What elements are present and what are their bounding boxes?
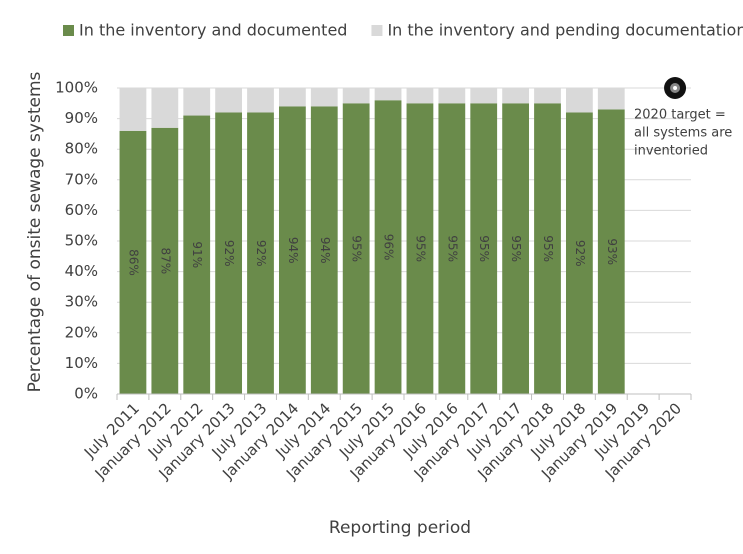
data-label: 86% (126, 249, 140, 276)
data-label: 96% (382, 234, 396, 261)
data-label: 95% (445, 235, 459, 262)
bar-segment (119, 88, 147, 131)
y-tick-label: 20% (65, 323, 98, 341)
legend-swatch (63, 25, 74, 36)
data-label: 92% (573, 240, 587, 267)
target-marker-core (673, 86, 678, 90)
data-label: 87% (158, 248, 172, 275)
bar-segment (438, 88, 466, 104)
y-tick-label: 30% (65, 293, 98, 311)
y-tick-label: 50% (65, 232, 98, 250)
legend-label: In the inventory and pending documentati… (387, 21, 743, 40)
x-axis-title: Reporting period (329, 518, 471, 538)
bar-segment (406, 88, 434, 104)
bar-segment (183, 115, 211, 394)
bar-segment (470, 103, 498, 395)
y-tick-label: 70% (65, 170, 98, 188)
data-label: 94% (318, 237, 332, 264)
bar-segment (215, 112, 243, 394)
y-tick-label: 80% (65, 140, 98, 158)
data-label: 95% (541, 235, 555, 262)
data-label: 95% (413, 235, 427, 262)
y-tick-label: 10% (65, 354, 98, 372)
data-label: 95% (509, 235, 523, 262)
y-tick-label: 100% (55, 79, 98, 97)
bar-segment (470, 88, 498, 104)
bar-segment (565, 88, 593, 113)
bar-segment (597, 88, 625, 110)
bar-segment (374, 100, 402, 395)
data-label: 95% (350, 235, 364, 262)
legend-swatch (371, 25, 383, 36)
bar-segment (565, 112, 593, 394)
bar-segment (151, 127, 179, 394)
bar-segment (438, 103, 466, 395)
data-label: 93% (605, 238, 619, 265)
bar-segment (342, 88, 370, 104)
bar-segment (534, 103, 561, 395)
bar-segment (597, 109, 625, 395)
bar-segment (342, 103, 370, 395)
target-annotation: inventoried (634, 144, 708, 159)
target-annotation: 2020 target = (634, 108, 726, 123)
data-label: 94% (286, 237, 300, 264)
y-tick-label: 60% (65, 201, 98, 219)
bar-segment (278, 106, 306, 395)
bar-segment (374, 88, 402, 101)
bar-segment (151, 88, 179, 128)
bar-segment (183, 88, 211, 116)
data-label: 91% (190, 241, 204, 268)
bar-segment (502, 103, 530, 395)
bar-segment (247, 88, 274, 113)
data-label: 95% (477, 235, 491, 262)
y-tick-label: 0% (74, 385, 98, 403)
bar-segment (534, 88, 561, 104)
bar-segment (119, 130, 147, 394)
bar-segment (406, 103, 434, 395)
legend-label: In the inventory and documented (79, 21, 347, 40)
y-axis-title: Percentage of onsite sewage systems (25, 71, 45, 392)
target-annotation: all systems are (634, 126, 732, 141)
bar-segment (215, 88, 243, 113)
bar-segment (502, 88, 530, 104)
data-label: 92% (254, 240, 268, 267)
bar-segment (247, 112, 274, 394)
bar-segment (310, 88, 338, 107)
bar-segment (278, 88, 306, 107)
y-tick-label: 90% (65, 109, 98, 127)
bar-segment (310, 106, 338, 395)
data-label: 92% (222, 240, 236, 267)
y-tick-label: 40% (65, 262, 98, 280)
